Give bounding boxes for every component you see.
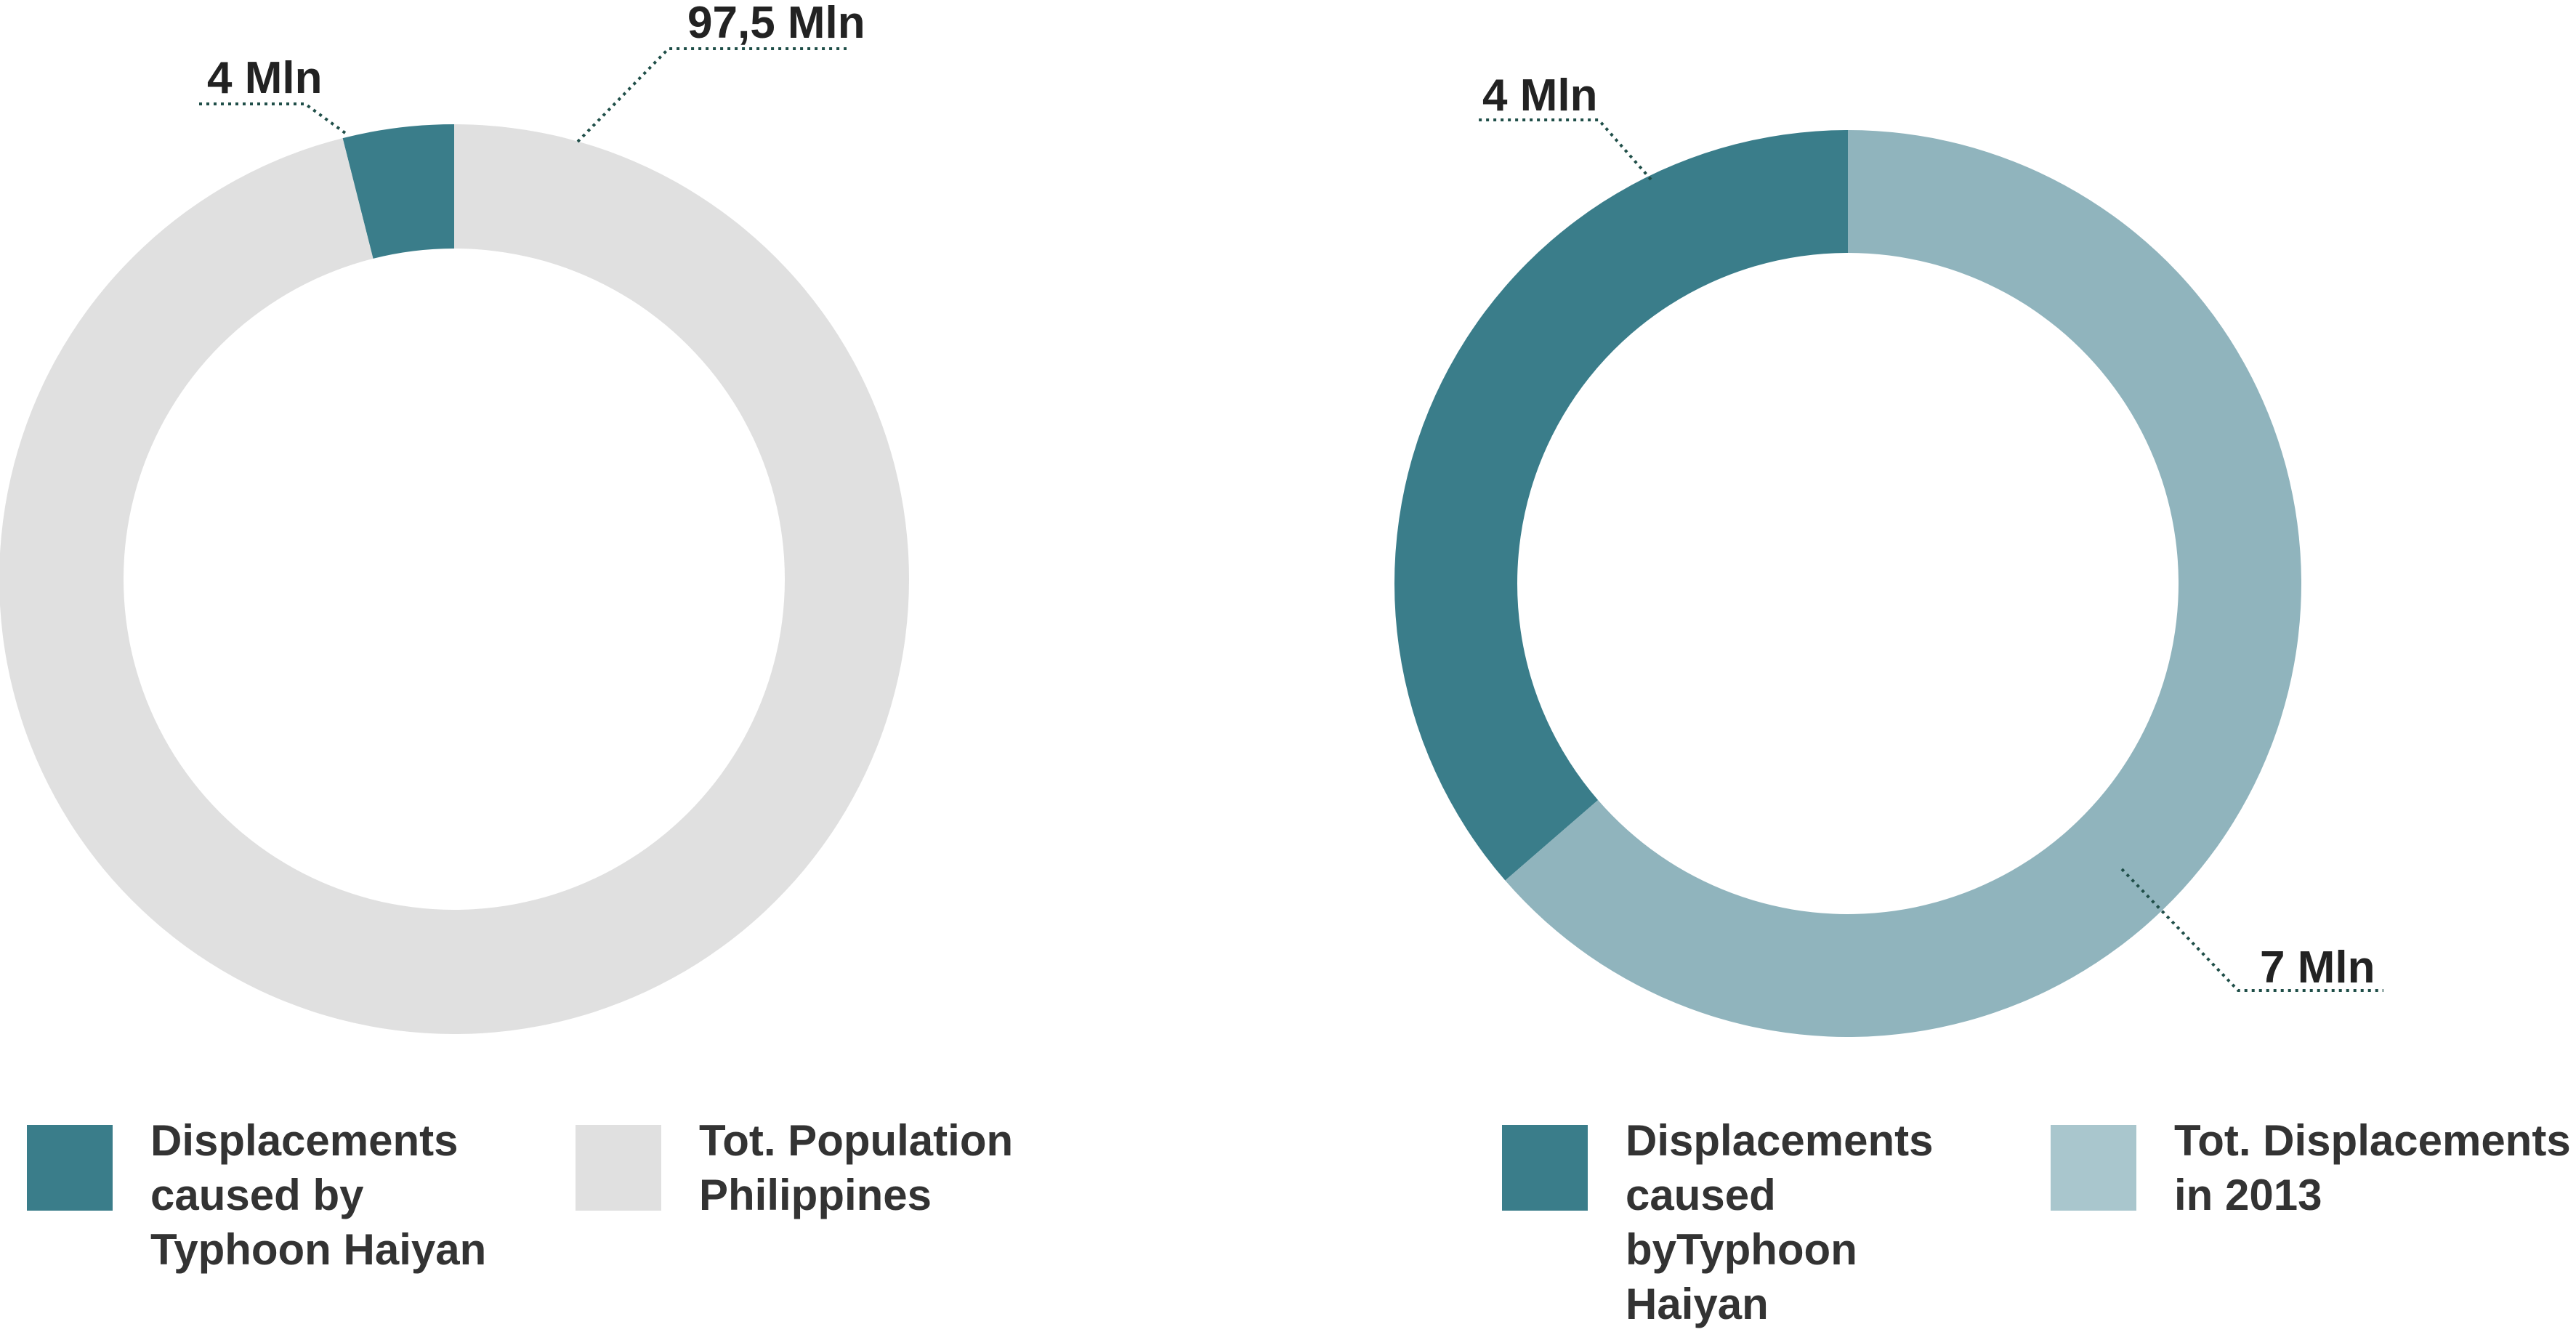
legend-label-haiyan-2013: Displacements caused byTyphoon Haiyan bbox=[1626, 1116, 1934, 1328]
legend-item-total-2013: Tot. Displacements in 2013 bbox=[2051, 1116, 2571, 1222]
data-label-total-2013: 7 Mln bbox=[2260, 943, 2375, 993]
legend-label-total-2013: Tot. Displacements in 2013 bbox=[2174, 1116, 2571, 1219]
legend-swatch-total-2013 bbox=[2051, 1125, 2136, 1211]
data-label-haiyan-2013: 4 Mln bbox=[1482, 70, 1597, 121]
data-label-haiyan: 4 Mln bbox=[207, 53, 322, 103]
slice-total-population bbox=[0, 124, 909, 1034]
slice-haiyan-displacements bbox=[342, 124, 454, 259]
legend-label-haiyan: Displacements caused by Typhoon Haiyan bbox=[150, 1116, 487, 1274]
legend-label-population: Tot. Population Philippines bbox=[699, 1116, 1014, 1219]
leader-line-haiyan-2013 bbox=[1475, 118, 1652, 181]
legend-swatch-haiyan bbox=[27, 1125, 113, 1211]
legend-swatch-population bbox=[576, 1125, 661, 1211]
legend-item-population: Tot. Population Philippines bbox=[576, 1116, 1013, 1222]
legend-item-haiyan: Displacements caused by Typhoon Haiyan bbox=[27, 1116, 486, 1277]
leader-line-total-2013 bbox=[2120, 868, 2383, 992]
data-label-population: 97,5 Mln bbox=[687, 0, 865, 48]
legend-swatch-haiyan-2013 bbox=[1502, 1125, 1588, 1211]
leader-line-haiyan bbox=[198, 102, 347, 134]
donut-chart-displacements: 4 Mln 7 Mln bbox=[1394, 70, 2383, 1037]
legend-item-haiyan-2013: Displacements caused byTyphoon Haiyan bbox=[1502, 1116, 1934, 1331]
leader-line-population bbox=[576, 47, 847, 143]
slice-total-displacements-2013 bbox=[1505, 130, 2302, 1037]
slice-haiyan-displacements-2013 bbox=[1394, 129, 1848, 881]
donut-chart-population: 4 Mln 97,5 Mln bbox=[0, 0, 909, 1034]
